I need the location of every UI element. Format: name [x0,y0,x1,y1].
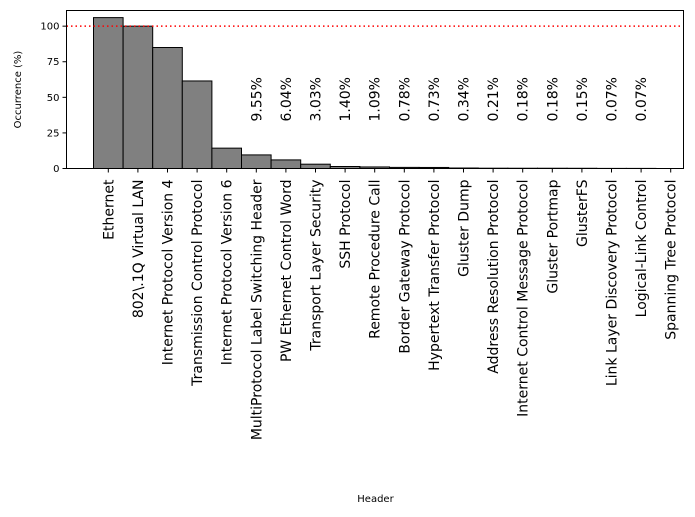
data-label: 0.21% [486,77,502,121]
data-label: 0.78% [397,77,413,121]
y-tick-label: 100 [40,22,59,33]
x-tick-label: GlusterFS [575,179,591,247]
y-tick-label: 75 [47,57,60,68]
data-label: 0.07% [605,77,621,121]
x-tick-label: Border Gateway Protocol [397,180,413,354]
x-tick-label: MultiProtocol Label Switching Header [249,179,265,440]
x-tick-label: Spanning Tree Protocol [664,180,680,340]
bars-layer [93,17,657,170]
x-tick-label: Logical-Link Control [634,180,650,318]
x-tick-label: Gluster Portmap [545,179,561,293]
data-label: 0.73% [427,77,443,121]
x-tick-label: Transmission Control Protocol [190,180,206,387]
x-tick-label: Hypertext Transfer Protocol [427,180,443,371]
data-label: 0.07% [634,77,650,121]
y-tick-label: 25 [47,128,60,139]
bar [181,80,213,169]
x-tick-label: Transport Layer Security [309,180,325,352]
bar [241,154,272,170]
x-tick-label: 802\.1Q Virtual LAN [131,180,147,319]
bar [270,159,302,170]
data-label: 0.34% [457,77,473,121]
y-axis: 0 25 50 75 100 [40,22,67,175]
data-label: 9.55% [249,77,265,121]
x-tick-label: Internet Control Message Protocol [516,180,532,417]
x-tick-label: Gluster Dump [457,179,473,277]
data-label: 0.18% [516,77,532,121]
y-axis-label: Occurrence (%) [13,51,24,129]
y-tick-label: 0 [53,164,59,175]
x-tick-label: PW Ethernet Control Word [279,180,295,363]
data-label: 6.04% [279,77,295,121]
bar [152,47,183,169]
data-label: 1.09% [368,77,384,121]
x-tick-label: Internet Protocol Version 4 [161,179,177,365]
bar [300,163,331,169]
x-axis: Ethernet 802\.1Q Virtual LAN Internet Prot… [101,168,680,440]
y-tick-label: 50 [47,93,60,104]
x-tick-label: Address Resolution Protocol [486,180,502,374]
data-label: 0.15% [575,77,591,121]
x-tick-label: SSH Protocol [338,180,354,269]
x-tick-label: Ethernet [101,179,117,240]
x-tick-label: Remote Procedure Call [368,180,384,339]
bar [122,25,154,170]
x-tick-label: Link Layer Discovery Protocol [605,180,621,387]
data-label: 0.18% [545,77,561,121]
x-tick-label: Internet Protocol Version 6 [220,179,236,365]
x-axis-label: Header [357,494,394,505]
data-label: 3.03% [309,77,325,121]
bar [93,17,124,170]
annotation-layer: 9.55% 6.04% 3.03% 1.40% 1.09% 0.78% 0.73% 0.34%… [249,77,650,121]
bar [211,147,242,170]
data-label: 1.40% [338,77,354,121]
